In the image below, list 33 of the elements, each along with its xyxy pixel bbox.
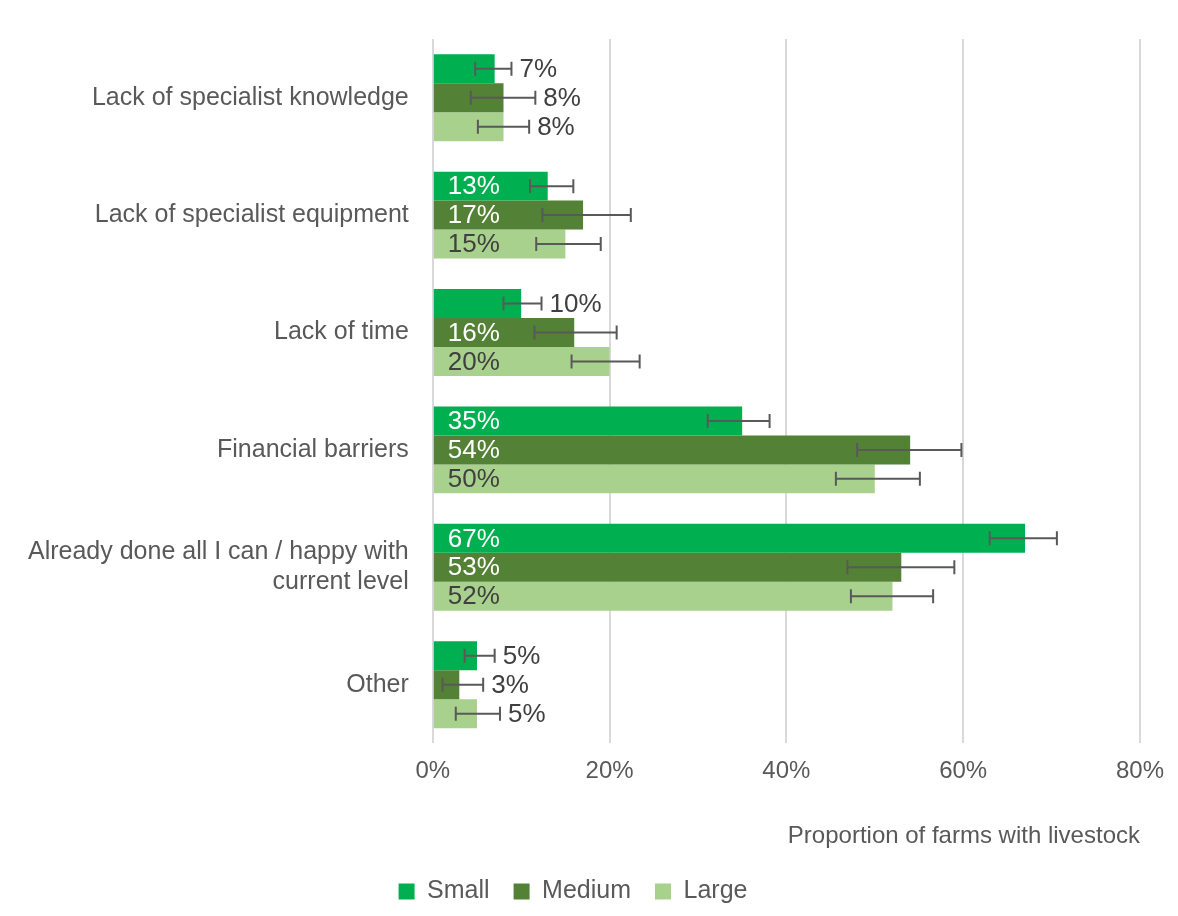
data-label: 5%: [502, 639, 541, 670]
legend-label: Small: [427, 875, 490, 904]
y-tick-label: Lack of specialist equipment: [94, 198, 409, 227]
data-label: 67%: [447, 522, 500, 553]
data-label: 50%: [447, 463, 500, 494]
y-tick-label: Financial barriers: [217, 433, 409, 462]
data-label: 16%: [447, 316, 500, 347]
legend-label: Large: [683, 875, 748, 904]
x-tick-label: 0%: [415, 756, 451, 784]
data-label: 8%: [543, 81, 581, 112]
y-tick-label: Other: [346, 668, 409, 697]
data-label: 8%: [537, 110, 575, 141]
data-label: 52%: [447, 580, 500, 611]
data-label: 54%: [447, 434, 500, 465]
x-tick-label: 40%: [762, 756, 811, 784]
data-label: 3%: [491, 668, 529, 699]
data-label: 20%: [447, 345, 500, 376]
x-tick-label: 20%: [585, 756, 634, 784]
legend-label: Medium: [542, 875, 631, 904]
x-axis-title: Proportion of farms with livestock: [787, 821, 1141, 849]
y-tick-label: Lack of time: [274, 316, 409, 345]
data-label: 5%: [507, 697, 546, 728]
data-label: 15%: [447, 228, 500, 259]
data-label: 7%: [519, 52, 558, 83]
x-tick-label: 80%: [1115, 756, 1165, 784]
data-label: 53%: [447, 551, 500, 582]
data-label: 13%: [447, 170, 500, 201]
data-label: 35%: [447, 405, 500, 436]
y-tick-label: Already done all I can / happy with current level: [27, 536, 409, 595]
y-tick-label: Lack of specialist knowledge: [91, 81, 409, 110]
data-label: 17%: [447, 199, 500, 230]
data-label: 10%: [549, 287, 602, 318]
x-tick-label: 60%: [939, 756, 988, 784]
